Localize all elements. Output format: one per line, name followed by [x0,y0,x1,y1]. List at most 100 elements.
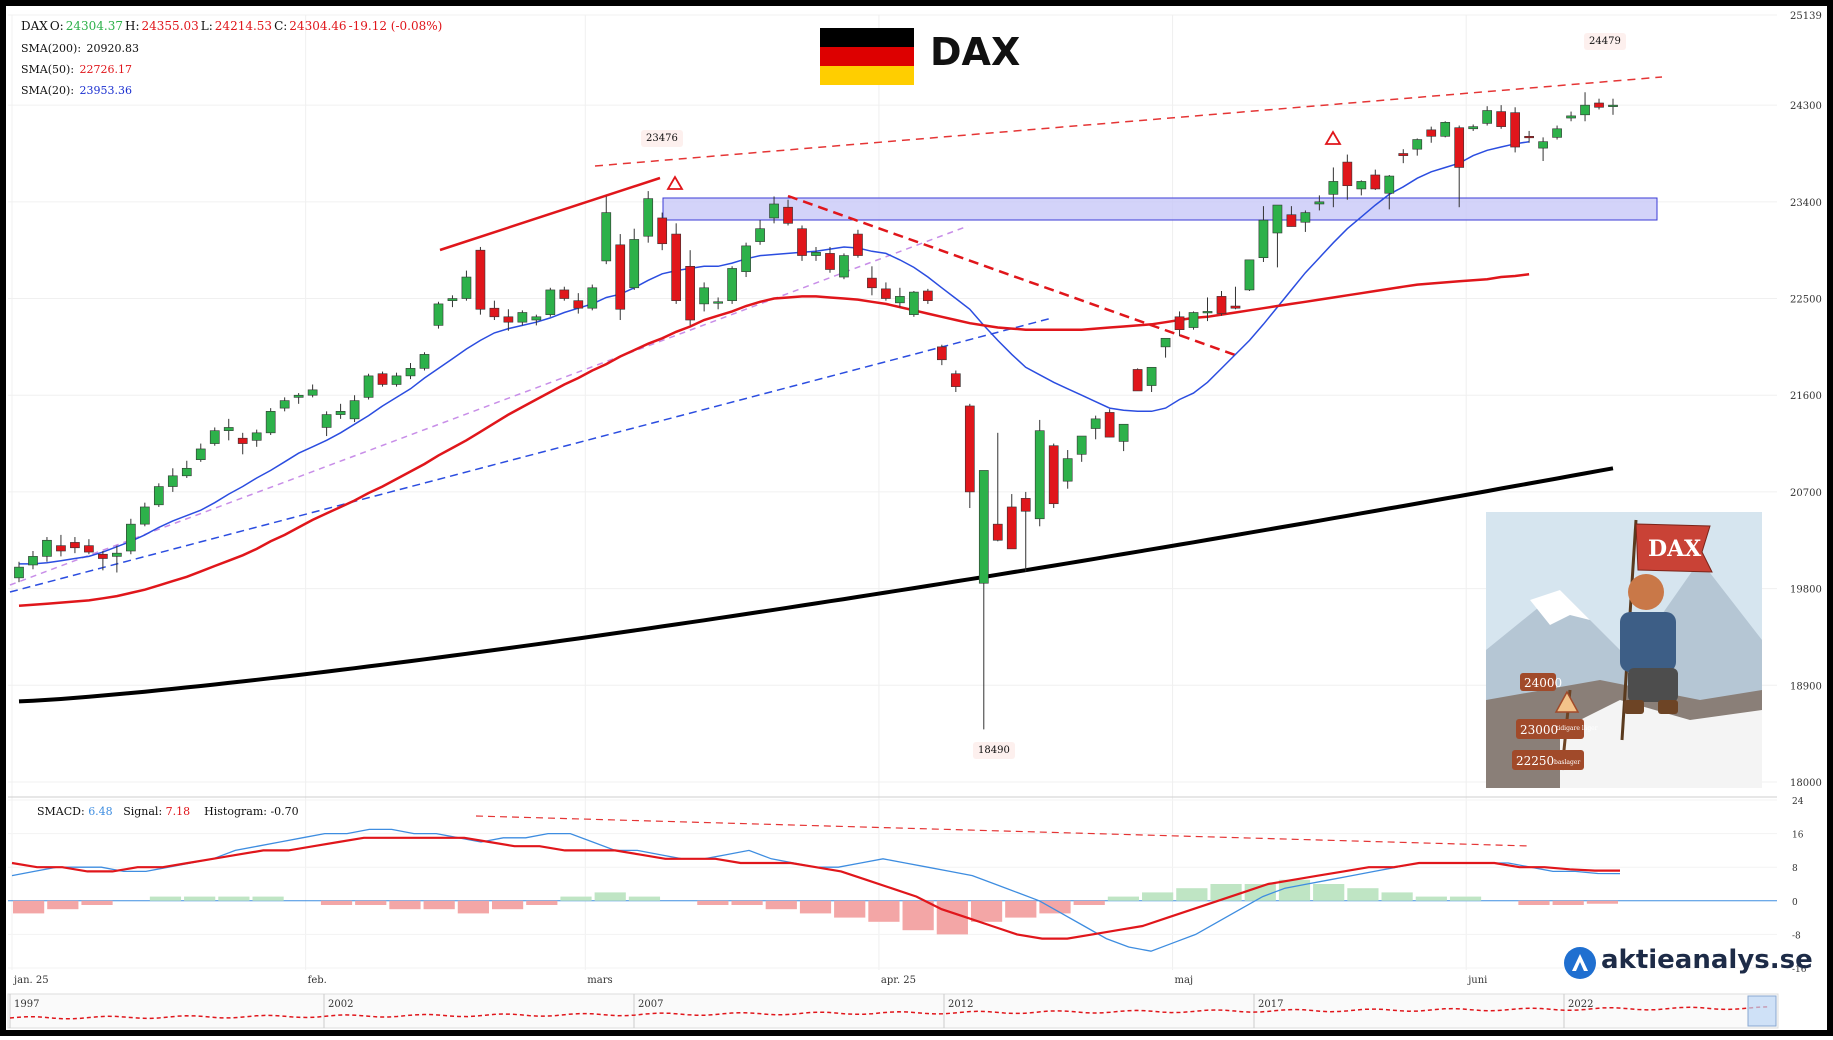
candle-body [1188,312,1199,328]
macd-histogram-bar [1347,888,1379,901]
candle-body [56,545,66,552]
candle-body [992,523,1003,541]
macd-histogram-bar [526,900,558,905]
macd-tick-label: 24 [1792,797,1804,807]
candle-body [195,448,206,460]
symbol-label: DAX [21,19,48,33]
price-tick-label: 22500 [1790,295,1822,306]
candle-body [853,233,863,256]
sma-lines [18,140,1614,704]
candle-body [223,427,234,431]
candle-body [1342,161,1353,187]
candle-body [1216,296,1227,314]
price-tick-label: 25139 [1790,11,1822,22]
candle-body [811,252,821,256]
inset-snow-cap [1530,590,1590,625]
time-axis: jan. 25 feb. mars apr. 25 maj juni [13,975,1487,986]
macd-tick-label: -8 [1792,931,1801,941]
macd-tick-label: -16 [1792,965,1807,975]
time-tick-label: jan. 25 [13,975,49,986]
candle-body [112,552,122,557]
candle-body [1202,311,1213,314]
high-key: H: [125,19,140,33]
inset-climber-legs [1628,668,1678,702]
signal-key: Signal: [123,805,163,818]
macd-histogram-bar [1073,900,1105,905]
close-key: C: [274,19,288,33]
sma50-value: 22726.17 [79,63,133,76]
price-tick-label: 18000 [1790,778,1822,789]
signal-value: 7.18 [165,805,191,818]
candle-body [601,212,612,262]
histogram-value: -0.70 [270,805,299,818]
candle-body [1440,122,1451,137]
signal-triangle-2 [1324,130,1342,145]
price-tick-label: 19800 [1790,585,1822,596]
navigator-track [7,993,1779,1029]
macd-histogram-bar [149,896,182,901]
candle-body [335,411,346,415]
price-tick-label: 18900 [1790,681,1822,692]
german-flag-icon [820,28,914,85]
candle-body [559,289,570,299]
macd-histogram-bar [1518,900,1550,905]
macd-histogram-bar [697,900,729,905]
candle-body [1076,435,1087,455]
macd-histogram-bar [1381,892,1413,901]
macd-value: 6.48 [88,805,113,818]
sma200-line [18,466,1614,704]
navigator-range-handle[interactable] [1747,995,1777,1027]
candle-body [1006,506,1017,550]
candle-body [1412,139,1423,150]
candle-body [867,277,877,289]
candle-body [1090,418,1101,429]
candle-body [1524,135,1534,139]
candle-body [1244,259,1255,291]
inset-sign-2-text: 23000 [1520,723,1558,737]
sma50-line [18,272,1530,608]
macd-tick-label: 0 [1792,898,1798,908]
macd-histogram-bar [457,900,489,914]
candle-body [685,265,696,321]
macd-histogram-bar [355,900,387,905]
candle-body [1328,181,1339,195]
candle-body [265,411,276,434]
warning-icon [1554,690,1580,713]
chart-title: DAX [930,30,1021,74]
candle-body [615,244,626,310]
candle-body [14,566,24,579]
candle-body [587,287,598,309]
candle-body [181,467,192,477]
candle-body [1356,181,1367,190]
macd-histogram-bar [902,900,934,931]
navigator-year-label: 1997 [14,999,39,1010]
macd-histogram-bar [1415,896,1447,901]
candle-body [1370,174,1381,190]
inset-sign-2 [1516,719,1584,739]
macd-histogram-bar [936,900,968,935]
candle-body [489,307,500,318]
candle-body [503,316,514,323]
inset-sign-2-note: tidigare läger [1556,725,1598,732]
candle-body [629,239,640,289]
time-tick-label: feb. [308,975,327,986]
sma200-legend: SMA(200): 20920.83 [21,42,141,55]
candle-body [1272,204,1283,234]
candle-body [531,316,542,321]
macd-histogram-bar [47,900,79,910]
sma20-value: 23953.36 [79,84,133,97]
candle-body [126,523,136,552]
inset-flag [1635,523,1713,573]
candle-body [1286,214,1297,227]
callout-high-march: 23476 [641,130,683,147]
candle-body [1468,126,1479,130]
navigator[interactable]: 1997 2002 2007 2012 2017 2022 [7,993,1779,1029]
inset-sign-1 [1520,673,1556,691]
candle-body [1510,112,1520,148]
candle-body [923,290,933,301]
candle-body [713,301,723,304]
inset-climber-head [1628,574,1664,610]
candle-body [139,506,150,525]
